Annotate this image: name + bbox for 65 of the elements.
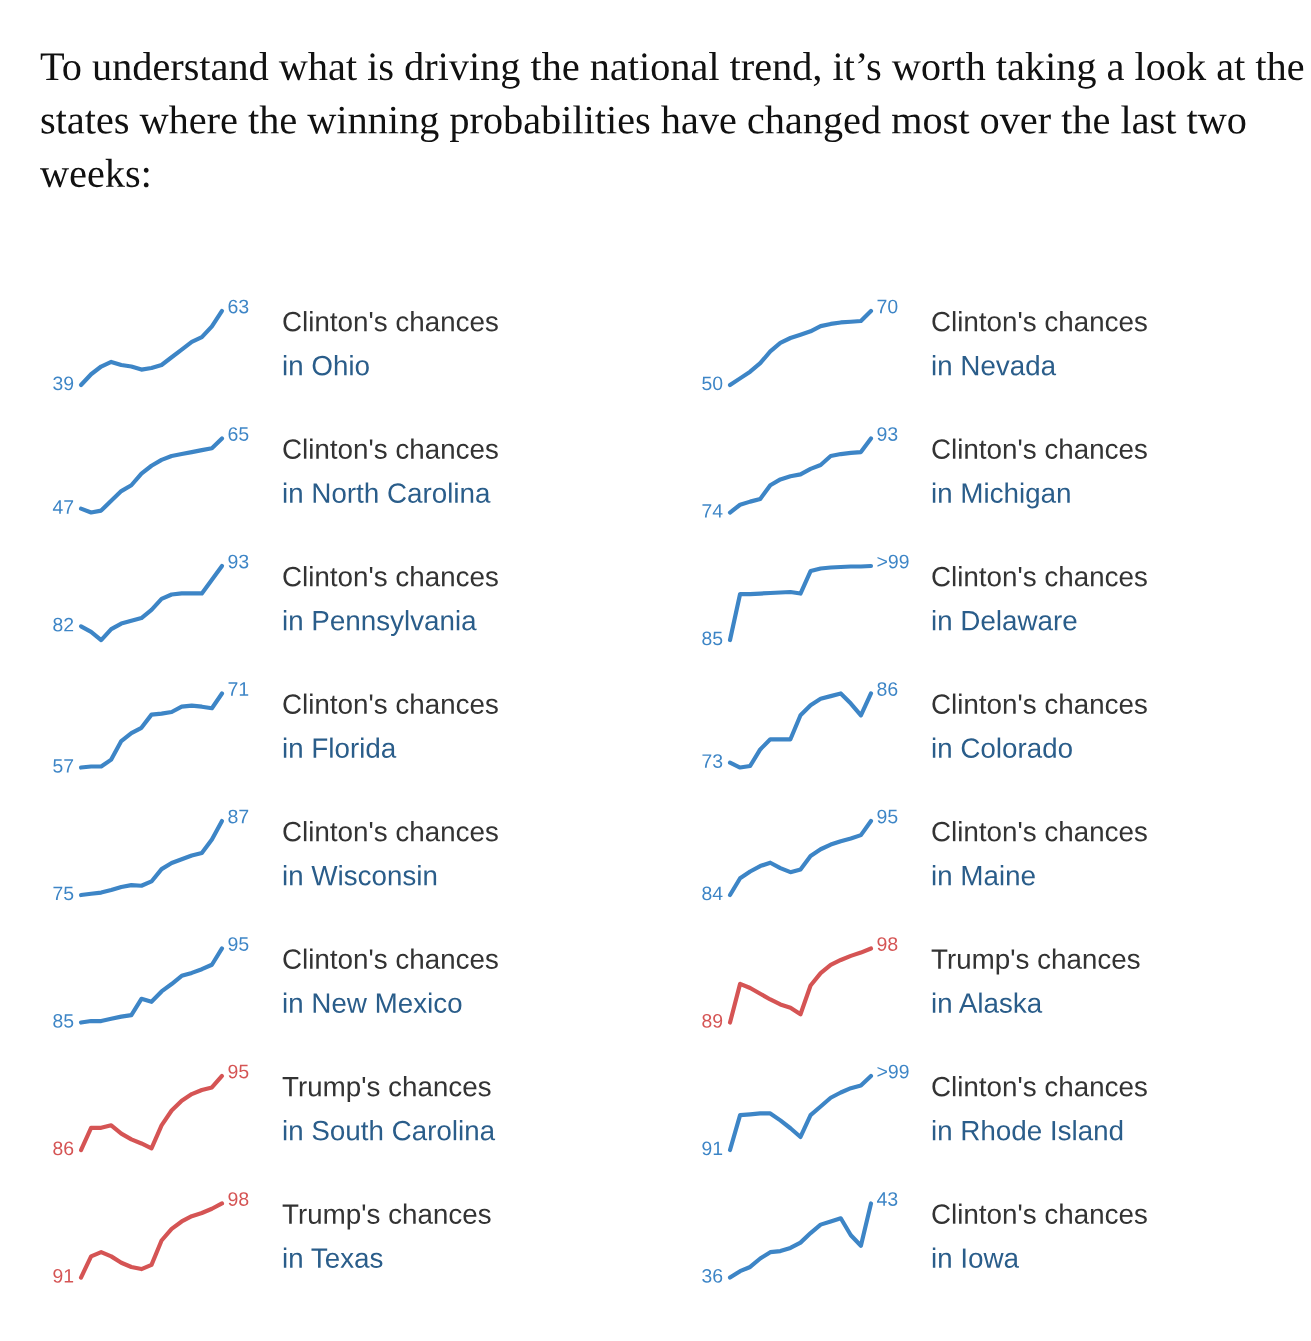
text: Clinton's chances: [283, 311, 498, 332]
data-label: >99: [877, 554, 909, 569]
text: To understand what is driving the national trend, it’s worth taking a look at the states where the winning probabilities have changed most over the last two weeks:: [40, 52, 1304, 188]
text: Trump's chances: [282, 1203, 491, 1230]
data-label: 36: [702, 1268, 723, 1283]
text: Clinton's chances: [932, 438, 1147, 459]
text: Clinton's chances: [283, 948, 498, 969]
text: in Texas: [283, 1247, 383, 1268]
text: Clinton's chances: [283, 438, 498, 459]
data-label: 86: [877, 682, 898, 696]
text: in Pennsylvania: [283, 610, 477, 636]
data-label: 71: [228, 682, 249, 696]
text: in Colorado: [932, 737, 1072, 758]
data-label: 73: [702, 754, 723, 768]
text: Clinton's chances: [283, 566, 498, 587]
text: in Rhode Island: [932, 1120, 1123, 1141]
text: Clinton's chances: [932, 566, 1147, 587]
text: Trump's chances: [931, 948, 1140, 975]
text: Clinton's chances: [932, 311, 1147, 332]
data-label: 98: [877, 937, 898, 951]
data-label: 87: [228, 809, 249, 824]
data-label: 82: [53, 617, 74, 632]
text: Clinton's chances: [283, 821, 498, 842]
text: Clinton's chances: [932, 821, 1147, 842]
text: in Nevada: [932, 355, 1057, 376]
data-label: 95: [228, 1064, 249, 1079]
data-label: 95: [877, 809, 898, 824]
text: Trump's chances: [282, 1076, 491, 1102]
text: Clinton's chances: [932, 693, 1147, 714]
data-label: 91: [53, 1268, 74, 1283]
data-label: 75: [53, 886, 74, 901]
data-label: 50: [702, 376, 723, 391]
text: in Wisconsin: [283, 865, 437, 886]
data-label: 89: [702, 1013, 723, 1028]
text: in Florida: [283, 737, 397, 758]
text: in Delaware: [932, 610, 1077, 631]
data-label: 57: [53, 759, 74, 773]
data-label: 85: [53, 1013, 74, 1028]
text: in Iowa: [932, 1247, 1020, 1268]
data-label: 95: [228, 937, 249, 951]
data-label: 70: [877, 299, 898, 314]
data-label: 91: [702, 1141, 723, 1156]
data-label: 93: [228, 554, 249, 569]
text: in Michigan: [932, 482, 1070, 509]
text: in Maine: [932, 865, 1035, 886]
data-label: 65: [228, 427, 249, 441]
text: in North Carolina: [283, 482, 491, 503]
data-label: 98: [228, 1192, 249, 1206]
data-label: 84: [702, 886, 723, 901]
data-label: 86: [53, 1141, 74, 1156]
text: in South Carolina: [283, 1120, 496, 1141]
data-label: 93: [877, 427, 898, 441]
data-label: 43: [876, 1192, 898, 1206]
data-label: 63: [228, 299, 249, 314]
data-label: 47: [52, 500, 74, 514]
data-label: >99: [877, 1064, 909, 1079]
data-label: 85: [702, 631, 723, 646]
data-label: 74: [702, 504, 723, 518]
text: Clinton's chances: [932, 1076, 1147, 1097]
text: Clinton's chances: [932, 1203, 1147, 1224]
text: Clinton's chances: [283, 693, 498, 714]
text: in New Mexico: [283, 992, 462, 1013]
data-label: 39: [53, 376, 74, 391]
text: in Alaska: [932, 992, 1043, 1013]
text: in Ohio: [283, 355, 369, 376]
